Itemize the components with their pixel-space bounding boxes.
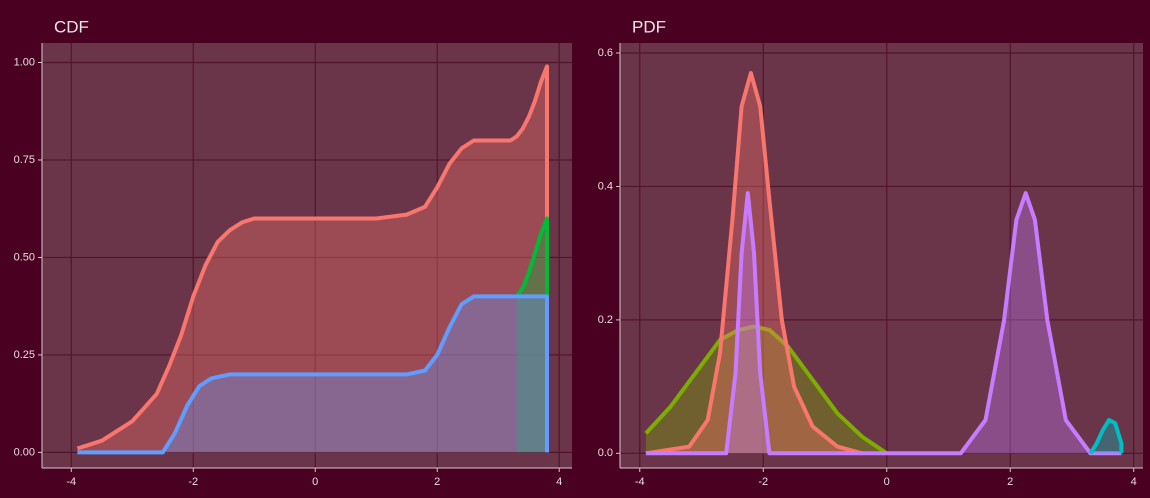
x-tick-label: -2 bbox=[758, 476, 768, 488]
x-tick-label: 0 bbox=[312, 476, 318, 488]
panel-title: CDF bbox=[54, 17, 89, 36]
y-tick-label: 0.25 bbox=[14, 349, 35, 361]
line bbox=[1088, 418, 1124, 455]
y-tick-label: 0.00 bbox=[14, 446, 35, 458]
x-tick-label: 4 bbox=[556, 476, 562, 488]
x-tick-label: -4 bbox=[66, 476, 76, 488]
y-tick-label: 0.75 bbox=[14, 154, 35, 166]
y-tick-label: 0.4 bbox=[598, 180, 613, 192]
y-tick-label: 0.2 bbox=[598, 314, 613, 326]
area bbox=[645, 193, 1122, 454]
x-tick-label: -4 bbox=[635, 476, 645, 488]
line bbox=[77, 294, 549, 455]
area bbox=[516, 218, 547, 453]
x-tick-label: 2 bbox=[434, 476, 440, 488]
line bbox=[514, 216, 549, 298]
y-tick-label: 1.00 bbox=[14, 56, 35, 68]
line bbox=[76, 64, 549, 453]
area bbox=[1090, 420, 1122, 454]
plot-background bbox=[42, 43, 572, 468]
panel-title: PDF bbox=[632, 17, 666, 36]
y-tick-label: 0.0 bbox=[598, 447, 613, 459]
x-tick-label: -2 bbox=[188, 476, 198, 488]
x-tick-label: 2 bbox=[1007, 476, 1013, 488]
x-tick-label: 0 bbox=[884, 476, 890, 488]
plot-background bbox=[620, 43, 1143, 468]
line bbox=[644, 324, 888, 455]
y-tick-label: 0.6 bbox=[598, 47, 613, 59]
area bbox=[77, 66, 548, 453]
x-tick-label: 4 bbox=[1131, 476, 1137, 488]
y-tick-label: 0.50 bbox=[14, 251, 35, 263]
line bbox=[645, 71, 863, 456]
line bbox=[645, 191, 1122, 456]
